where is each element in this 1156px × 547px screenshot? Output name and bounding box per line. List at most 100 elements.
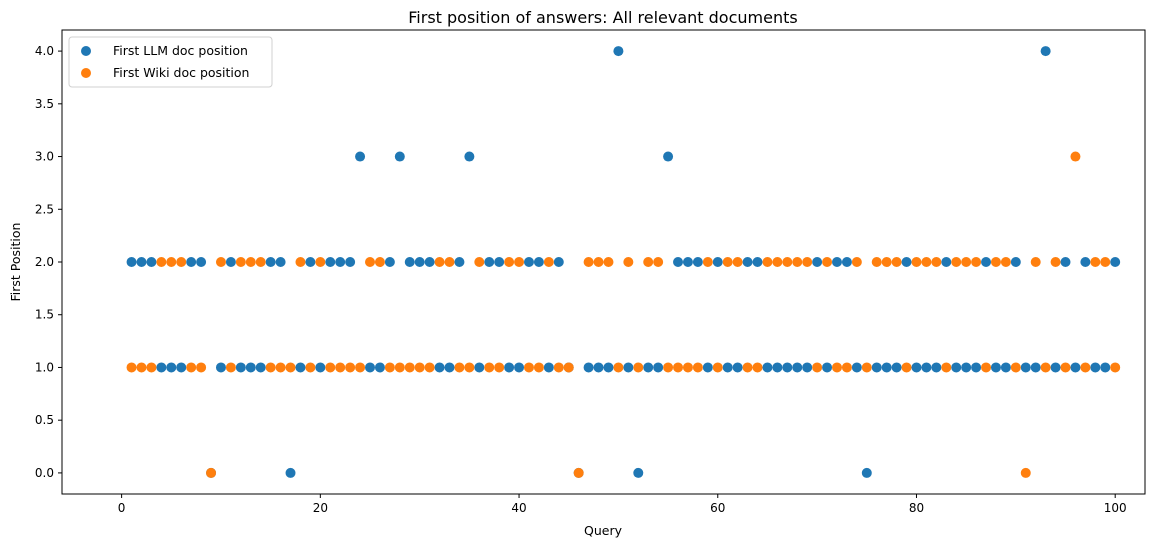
llm-point — [901, 257, 912, 267]
llm-point — [514, 362, 525, 373]
wiki-point — [841, 362, 852, 373]
legend: First LLM doc position First Wiki doc po… — [68, 36, 273, 88]
wiki-point — [146, 362, 157, 373]
llm-point — [792, 362, 803, 373]
x-tick-label: 100 — [1104, 501, 1127, 515]
wiki-point — [156, 257, 167, 267]
wiki-point — [951, 257, 962, 267]
llm-point — [275, 257, 286, 267]
llm-point — [702, 362, 713, 373]
llm-point — [176, 362, 187, 373]
llm-point — [802, 362, 813, 373]
wiki-point — [941, 362, 952, 373]
llm-point — [404, 257, 415, 267]
wiki-point — [831, 362, 842, 373]
llm-point — [583, 362, 594, 373]
wiki-point — [1100, 257, 1111, 267]
llm-point — [146, 257, 157, 267]
wiki-point — [494, 362, 505, 373]
llm-point — [245, 362, 256, 373]
wiki-point — [990, 257, 1001, 267]
llm-point — [454, 257, 465, 267]
wiki-point — [722, 257, 733, 267]
wiki-point — [762, 257, 773, 267]
llm-point — [653, 362, 664, 373]
wiki-point — [971, 257, 982, 267]
wiki-point — [245, 257, 256, 267]
wiki-point — [563, 362, 574, 373]
wiki-point — [255, 257, 266, 267]
llm-point — [504, 362, 515, 373]
llm-point — [235, 362, 246, 373]
wiki-point — [404, 362, 415, 373]
llm-point — [831, 257, 842, 267]
llm-point — [444, 362, 455, 373]
llm-point — [365, 362, 376, 373]
llm-point — [593, 362, 604, 373]
llm-point — [931, 362, 942, 373]
llm-point — [971, 362, 982, 373]
wiki-point — [424, 362, 435, 373]
wiki-point — [265, 362, 276, 373]
llm-point — [1050, 362, 1061, 373]
llm-point — [762, 362, 773, 373]
llm-point — [1090, 362, 1101, 373]
llm-point — [812, 257, 823, 267]
wiki-point — [643, 257, 654, 267]
llm-point — [752, 257, 763, 267]
wiki-point — [196, 362, 207, 373]
llm-point — [692, 257, 703, 267]
wiki-point — [772, 257, 783, 267]
wiki-point — [653, 257, 664, 267]
llm-point — [1070, 362, 1081, 373]
llm-point — [722, 362, 733, 373]
wiki-point — [275, 362, 286, 373]
wiki-point — [444, 257, 455, 267]
llm-point — [1020, 362, 1031, 373]
llm-point — [961, 362, 972, 373]
llm-point — [742, 257, 753, 267]
wiki-point — [543, 257, 554, 267]
wiki-point — [792, 257, 803, 267]
wiki-point — [1040, 362, 1051, 373]
llm-point — [712, 257, 723, 267]
wiki-point — [215, 257, 226, 267]
llm-point — [1080, 257, 1091, 267]
y-tick-label: 3.5 — [35, 97, 54, 111]
wiki-point — [126, 362, 137, 373]
wiki-point — [553, 362, 564, 373]
wiki-point — [206, 467, 217, 478]
wiki-point — [732, 257, 743, 267]
llm-point — [434, 362, 445, 373]
y-tick-label: 1.0 — [35, 360, 54, 374]
wiki-point — [782, 257, 793, 267]
wiki-point — [374, 257, 385, 267]
llm-point — [464, 151, 475, 162]
chart-title: First position of answers: All relevant … — [408, 8, 797, 27]
x-axis-label: Query — [584, 523, 623, 538]
wiki-point — [871, 257, 882, 267]
y-tick-label: 0.5 — [35, 413, 54, 427]
llm-point — [941, 257, 952, 267]
llm-point — [335, 257, 346, 267]
llm-point — [851, 362, 862, 373]
wiki-point — [573, 467, 584, 478]
llm-point — [921, 362, 932, 373]
llm-point — [990, 362, 1001, 373]
legend-marker-wiki — [81, 68, 91, 78]
llm-point — [325, 257, 336, 267]
wiki-point — [712, 362, 723, 373]
wiki-point — [822, 257, 833, 267]
llm-point — [345, 257, 356, 267]
llm-point — [1110, 257, 1121, 267]
llm-point — [613, 46, 624, 57]
llm-point — [732, 362, 743, 373]
wiki-point — [504, 257, 515, 267]
wiki-point — [365, 257, 376, 267]
wiki-point — [355, 362, 366, 373]
llm-point — [861, 467, 872, 478]
wiki-point — [702, 257, 713, 267]
llm-point — [1040, 46, 1051, 57]
wiki-point — [394, 362, 405, 373]
